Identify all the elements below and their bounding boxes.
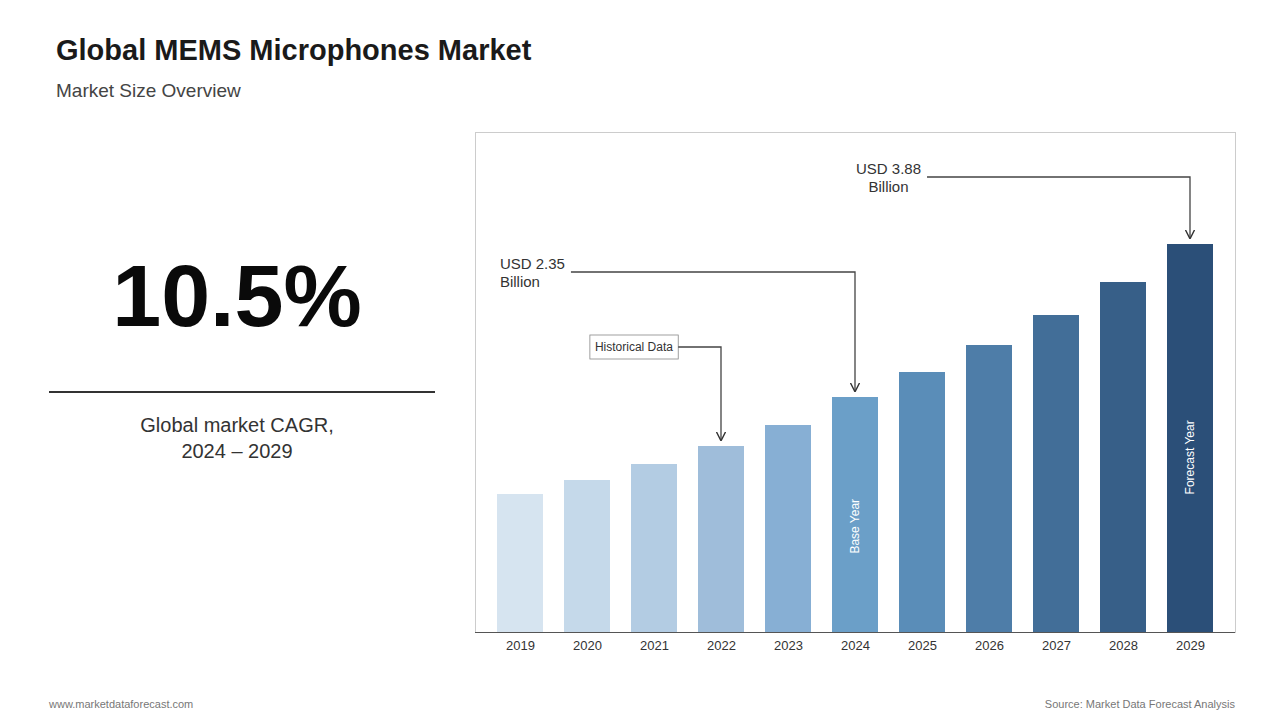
- svg-text:2027: 2027: [1042, 638, 1071, 653]
- svg-text:2020: 2020: [573, 638, 602, 653]
- svg-text:2019: 2019: [506, 638, 535, 653]
- svg-text:2023: 2023: [774, 638, 803, 653]
- svg-text:2021: 2021: [640, 638, 669, 653]
- html-text:Market Size Overview: Market Size Overview: [56, 80, 241, 101]
- html-text:Source: Market Data Forecast A: Source: Market Data Forecast Analysis: [1044, 698, 1235, 710]
- svg-text:2026: 2026: [975, 638, 1004, 653]
- html-text:www.marketdataforecast.com: www.marketdataforecast.com: [49, 698, 194, 710]
- svg-text:2025: 2025: [908, 638, 937, 653]
- svg-text:USD 3.88Billion: USD 3.88Billion: [856, 160, 921, 195]
- svg-text:Historical Data: Historical Data: [595, 340, 673, 354]
- svg-text:2029: 2029: [1176, 638, 1205, 653]
- svg-text:2022: 2022: [707, 638, 736, 653]
- svg-text:2028: 2028: [1109, 638, 1138, 653]
- svg-text:Base Year: Base Year: [848, 499, 862, 554]
- svg-text:Forecast Year: Forecast Year: [1183, 420, 1197, 494]
- html-text:Global MEMS Microphones Market: Global MEMS Microphones Market: [56, 34, 532, 66]
- html-text:10.5%: 10.5%: [112, 246, 362, 345]
- svg-text:USD 2.35Billion: USD 2.35Billion: [500, 255, 565, 290]
- svg-text:2024: 2024: [841, 638, 870, 653]
- html-text:Global market CAGR, 2024 – 202: Global market CAGR, 2024 – 2029: [140, 414, 334, 462]
